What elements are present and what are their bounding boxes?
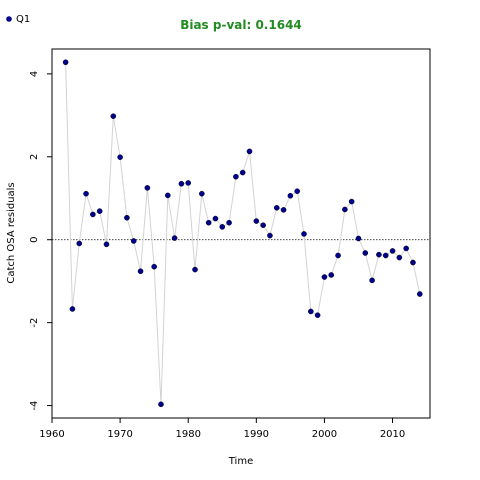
data-point bbox=[403, 245, 409, 252]
data-point bbox=[144, 185, 151, 191]
data-point bbox=[348, 198, 355, 205]
plot-layer bbox=[52, 59, 430, 408]
x-tick-label: 1960 bbox=[39, 429, 64, 440]
data-point bbox=[212, 215, 219, 222]
data-point bbox=[342, 206, 348, 213]
data-point bbox=[362, 250, 369, 256]
y-tick-label: -4 bbox=[29, 401, 40, 411]
data-point bbox=[355, 235, 362, 242]
data-point bbox=[369, 277, 375, 284]
x-tick-label: 2010 bbox=[380, 429, 405, 440]
x-tick-label: 2000 bbox=[312, 429, 337, 440]
y-axis-title: Catch OSA residuals bbox=[6, 182, 17, 283]
data-point bbox=[192, 266, 198, 273]
data-point bbox=[314, 312, 321, 318]
data-point bbox=[117, 154, 123, 161]
data-point bbox=[246, 148, 253, 155]
data-point bbox=[151, 263, 157, 270]
data-point bbox=[124, 214, 130, 221]
data-point bbox=[164, 192, 171, 199]
legend-label-q1: Q1 bbox=[16, 14, 30, 25]
data-point bbox=[178, 180, 185, 187]
data-point bbox=[239, 169, 246, 176]
data-point bbox=[267, 232, 273, 239]
data-point bbox=[226, 219, 232, 226]
data-point bbox=[328, 272, 335, 278]
data-point bbox=[294, 188, 300, 195]
data-point bbox=[185, 180, 192, 186]
data-point bbox=[280, 207, 287, 213]
data-point bbox=[396, 254, 403, 261]
x-tick-label: 1990 bbox=[244, 429, 269, 440]
data-point bbox=[301, 231, 307, 237]
data-point bbox=[130, 238, 137, 244]
data-point bbox=[205, 219, 212, 226]
data-point bbox=[90, 211, 96, 218]
data-point bbox=[110, 113, 117, 119]
data-point bbox=[389, 248, 396, 254]
y-tick-label: 4 bbox=[29, 71, 40, 77]
data-point bbox=[171, 235, 178, 241]
y-tick-label: -2 bbox=[29, 318, 40, 328]
data-point bbox=[287, 192, 294, 199]
data-point bbox=[260, 222, 266, 229]
data-point bbox=[233, 173, 239, 180]
data-point bbox=[321, 274, 328, 280]
data-point bbox=[76, 240, 83, 247]
legend-marker-q1 bbox=[6, 16, 12, 22]
y-tick-label: 0 bbox=[29, 237, 40, 243]
plot-frame bbox=[51, 48, 431, 419]
x-tick-label: 1980 bbox=[175, 429, 200, 440]
data-point bbox=[416, 291, 423, 297]
legend: Q1 bbox=[6, 14, 30, 25]
x-axis-title: Time bbox=[228, 456, 253, 467]
axes-layer: 1960 1970 1980 1990 2000 2010 -4 -2 0 2 4 bbox=[29, 71, 405, 440]
data-point bbox=[62, 59, 69, 66]
data-point bbox=[376, 251, 382, 258]
data-point bbox=[137, 268, 144, 275]
series-line-0 bbox=[65, 62, 421, 405]
data-point bbox=[308, 308, 314, 315]
data-point bbox=[335, 252, 341, 259]
data-point bbox=[96, 208, 103, 214]
y-tick-label: 2 bbox=[29, 154, 40, 160]
data-point bbox=[410, 259, 416, 266]
chart-title: Bias p-val: 0.1644 bbox=[180, 18, 302, 32]
data-point bbox=[103, 241, 110, 248]
data-point bbox=[69, 306, 76, 312]
data-point bbox=[199, 190, 205, 197]
data-point bbox=[158, 401, 164, 408]
x-tick-label: 1970 bbox=[107, 429, 132, 440]
data-point bbox=[382, 252, 389, 259]
data-point bbox=[219, 224, 226, 230]
data-point bbox=[83, 190, 89, 197]
data-point bbox=[253, 218, 260, 224]
data-point bbox=[273, 204, 280, 211]
